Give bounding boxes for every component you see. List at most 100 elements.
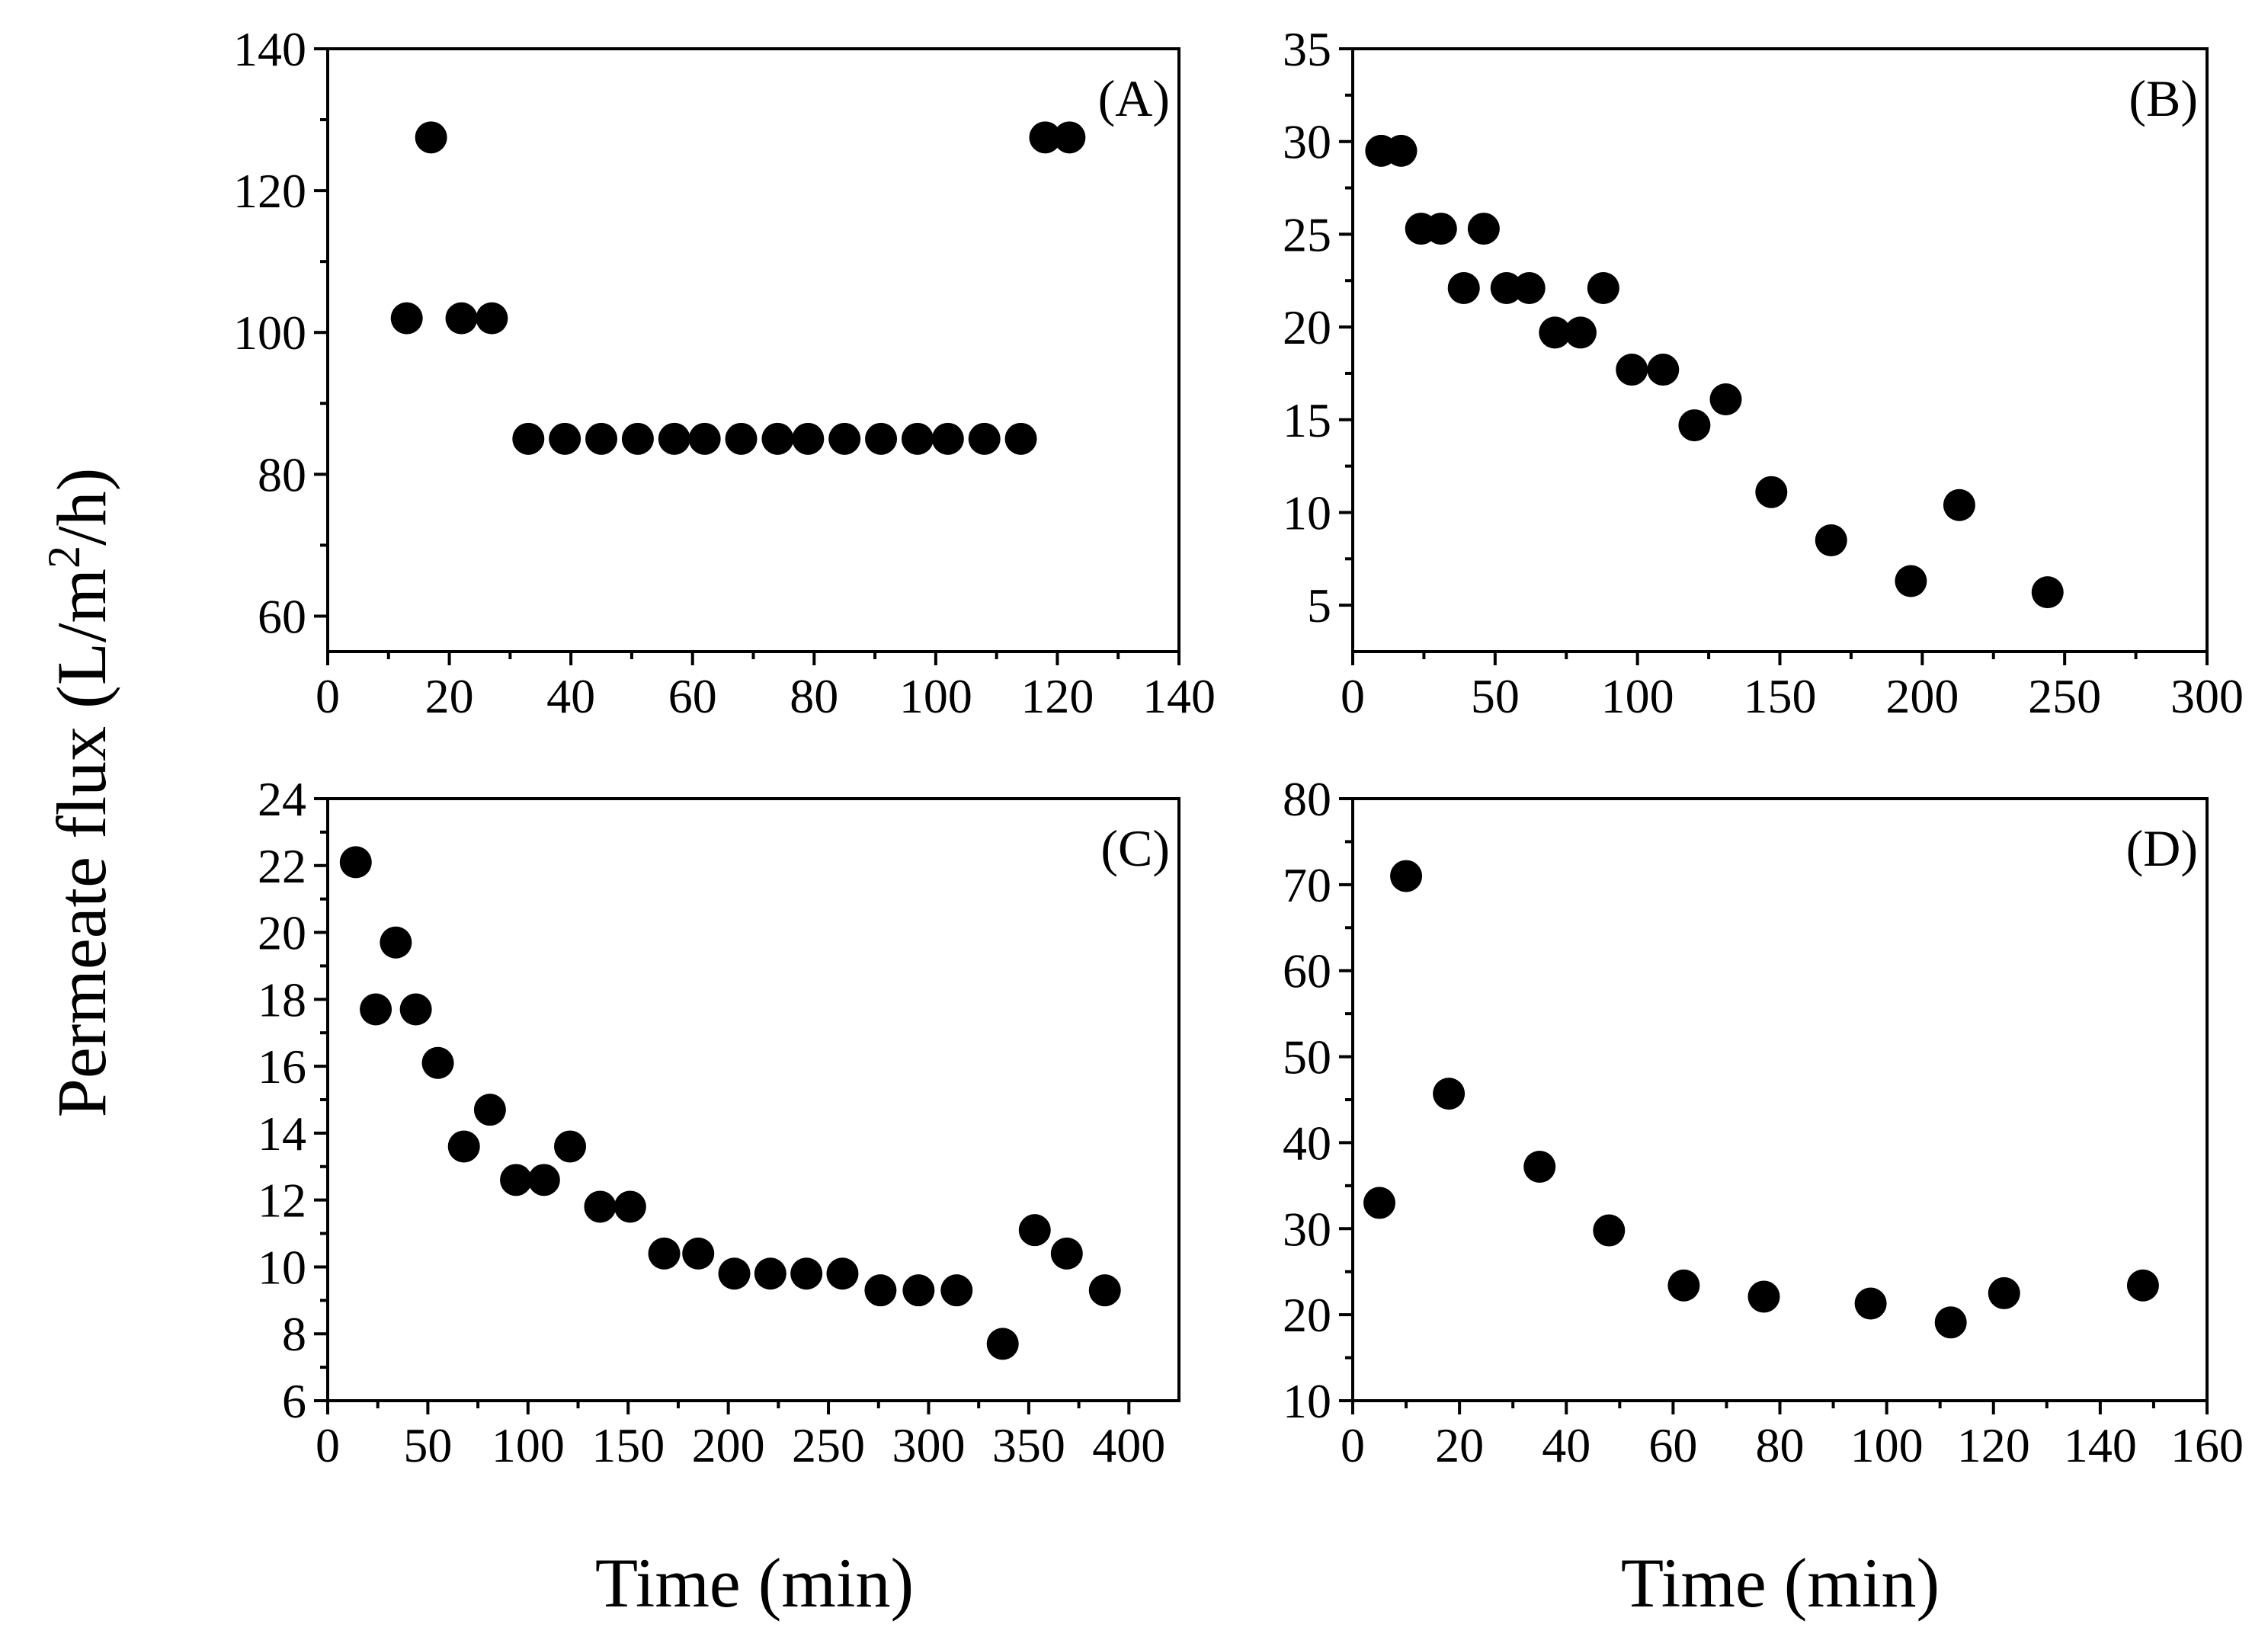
panel-b-y-tick-label: 30	[1283, 115, 1331, 169]
panel-c-x-tick-label: 250	[792, 1418, 865, 1472]
panel-b-data-point	[1539, 316, 1571, 349]
panel-c-data-point	[339, 846, 372, 879]
panel-d-y-tick-label: 10	[1283, 1374, 1331, 1428]
panel-b-data-point	[1564, 316, 1597, 349]
panel-c-x-tick-label: 350	[992, 1418, 1065, 1472]
panel-c-data-point	[473, 1094, 506, 1126]
panel-d-x-tick-label: 100	[1850, 1418, 1924, 1472]
panel-a-x-tick-label: 140	[1142, 669, 1216, 723]
panel-d-x-tick-label: 160	[2170, 1418, 2244, 1472]
panel-b-x-tick-label: 300	[2170, 669, 2244, 723]
panel-c-y-tick-label: 8	[282, 1307, 306, 1361]
panel-d: 0 20 40 60 80 100 120 140 160 10 20 30 40 50 60 70 80 (D)	[1283, 772, 2244, 1472]
panel-c-data-point	[613, 1190, 646, 1223]
panel-d-y-tick-label: 60	[1283, 944, 1331, 998]
panel-b-data-point	[1943, 488, 1975, 521]
panel-a-y-tick-label: 60	[258, 589, 306, 643]
x-axis-title-left: Time (min)	[595, 1544, 914, 1622]
panel-c-y-tick-label: 6	[282, 1374, 306, 1428]
panel-d-data-point	[1934, 1306, 1967, 1339]
panel-c-data-point	[360, 993, 392, 1026]
panel-c-x-tick-label: 300	[892, 1418, 965, 1472]
panel-b-x-tick-label: 0	[1341, 669, 1365, 723]
panel-b-y-tick-label: 10	[1283, 485, 1331, 540]
panel-a-x-tick-label: 120	[1020, 669, 1094, 723]
panel-a-y-tick-label: 80	[258, 447, 306, 501]
panel-d-data-point	[1854, 1287, 1887, 1320]
panel-c-x-tick-label: 150	[591, 1418, 665, 1472]
panel-c-frame	[326, 797, 1180, 1402]
panel-a-data-point	[901, 422, 934, 455]
panel-a-data-point	[1004, 422, 1037, 455]
panel-d-data-point	[1593, 1214, 1626, 1247]
panel-a-y-tick-label: 120	[233, 164, 306, 218]
panel-a-data-point	[415, 121, 447, 154]
panel-b-y-tick-label: 15	[1283, 393, 1331, 447]
panel-a-data-point	[1029, 121, 1062, 154]
panel-b-data-point	[1678, 409, 1711, 442]
panel-b-data-point	[1385, 134, 1418, 167]
panel-c-data-point	[1018, 1214, 1051, 1247]
panel-c-y-tick-label: 14	[258, 1107, 306, 1161]
panel-a-data-point	[931, 422, 964, 455]
panel-a-y-tick-label: 100	[233, 306, 306, 360]
panel-b-data-point	[1815, 524, 1847, 556]
panel-a-x-tick-label: 20	[425, 669, 474, 723]
panel-d-data-point	[1667, 1269, 1700, 1302]
panel-d-y-tick-label: 30	[1283, 1202, 1331, 1256]
panel-c-y-tick-label: 20	[258, 906, 306, 960]
panel-b-y-tick-label: 35	[1283, 22, 1331, 76]
panel-a-data-point	[621, 422, 654, 455]
panel-a-x-tick-label: 80	[790, 669, 838, 723]
panel-c-data-point	[648, 1237, 681, 1270]
panel-b-frame	[1351, 47, 2209, 653]
panel-d-label: (D)	[2126, 819, 2198, 877]
panel-d-data-point	[1523, 1151, 1556, 1184]
panel-c-data-point	[584, 1190, 617, 1223]
panel-a-data-point	[445, 302, 478, 335]
panel-c-data-point	[718, 1257, 751, 1290]
panel-a-data-point	[968, 422, 1001, 455]
panel-c-data-point	[421, 1046, 454, 1079]
panel-c-data-point	[940, 1274, 973, 1307]
panel-b-data-point	[1424, 213, 1457, 245]
panel-c-x-tick-label: 200	[692, 1418, 765, 1472]
panel-c-x-tick-label: 400	[1092, 1418, 1165, 1472]
panel-d-x-tick-label: 120	[1957, 1418, 2030, 1472]
panel-b: 0 50 100 150 200 250 300 5 10 15 20 25 30 35 (B)	[1283, 22, 2244, 723]
panel-d-data-point	[2126, 1269, 2159, 1302]
panel-c-label: (C)	[1100, 819, 1170, 877]
panel-c-data-point	[902, 1274, 935, 1307]
panel-b-label: (B)	[2129, 69, 2198, 127]
panel-c-y-tick-label: 18	[258, 972, 306, 1027]
panel-c-data-point	[864, 1274, 897, 1307]
panel-a-data-point	[549, 422, 581, 455]
panel-b-x-tick-label: 100	[1601, 669, 1674, 723]
panel-d-data-point	[1433, 1078, 1466, 1110]
panel-a-data-point	[688, 422, 721, 455]
panel-c-y-tick-label: 12	[258, 1174, 306, 1228]
panel-c-data-point	[554, 1130, 587, 1163]
panel-b-x-tick-label: 250	[2028, 669, 2101, 723]
panel-c: 0 50 100 150 200 250 300 350 400 6 8 10 12 14 16 18 20 22…	[258, 772, 1180, 1472]
panel-d-y-tick-label: 50	[1283, 1030, 1331, 1084]
panel-a-data-point	[476, 302, 508, 335]
panel-c-data-point	[1088, 1274, 1121, 1307]
panel-b-y-tick-label: 25	[1283, 207, 1331, 261]
panel-a-x-tick-label: 0	[316, 669, 340, 723]
panel-c-data-point	[447, 1130, 480, 1163]
panel-d-x-tick-label: 80	[1756, 1418, 1805, 1472]
panel-b-y-tick-label: 5	[1307, 578, 1331, 633]
panel-c-y-tick-label: 16	[258, 1039, 306, 1094]
panel-b-data-point	[1513, 271, 1546, 304]
panel-b-x-tick-label: 50	[1471, 669, 1520, 723]
panel-b-data-point	[1490, 271, 1523, 304]
panel-a-x-tick-label: 40	[546, 669, 595, 723]
panel-d-data-point	[1363, 1187, 1396, 1219]
y-axis-title: Permeate flux (L/m2/h)	[39, 468, 120, 1118]
panel-a-data-point	[390, 302, 423, 335]
panel-b-data-point	[1755, 476, 1788, 508]
panel-a: 0 20 40 60 80 100 120 140 60 80 100 120 140 (A)	[233, 22, 1216, 723]
panel-b-x-tick-label: 150	[1744, 669, 1817, 723]
